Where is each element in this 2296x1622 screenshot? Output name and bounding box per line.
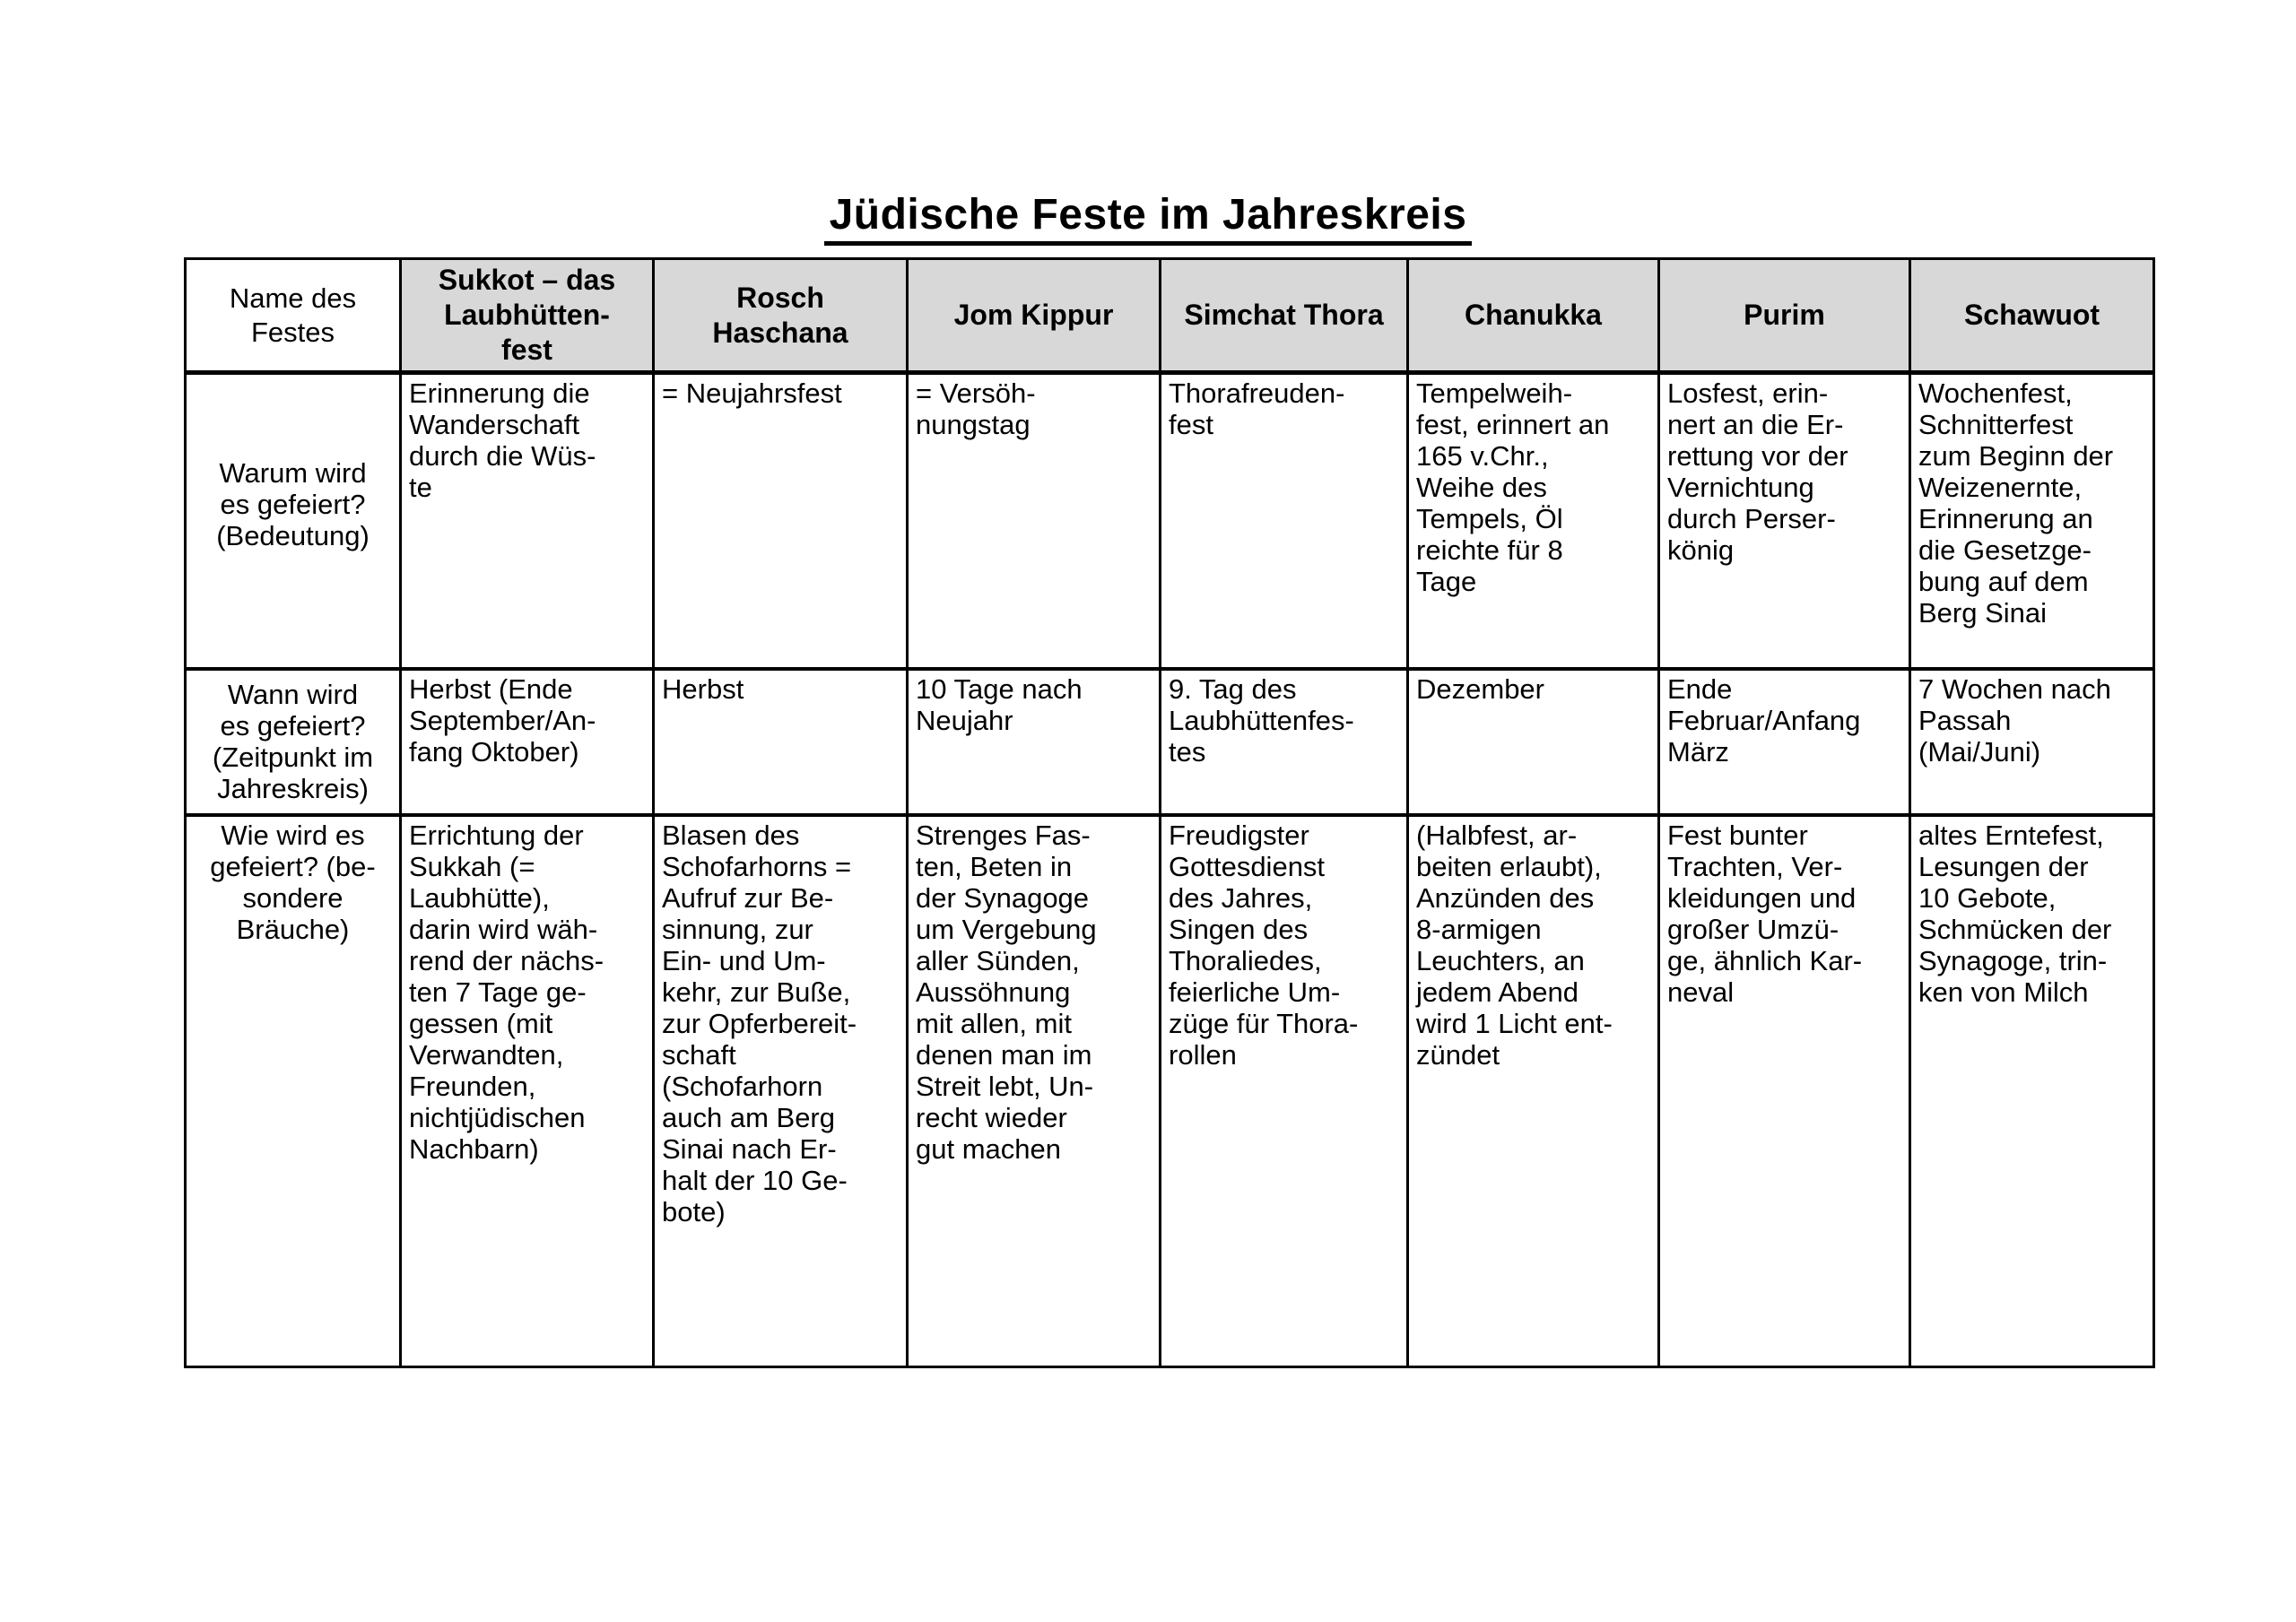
table-row-wie: Wie wird es gefeiert? (be- sondere Bräuc… (184, 812, 2155, 1368)
column-header-rosch-haschana: Rosch Haschana (652, 257, 909, 375)
row-label-warum: Warum wird es gefeiert? (Bedeutung) (184, 370, 402, 670)
cell-warum-purim: Losfest, erin- nert an die Er- rettung v… (1657, 370, 1911, 670)
cell-wie-sukkot: Errichtung der Sukkah (= Laubhütte), dar… (399, 812, 655, 1368)
table-row-warum: Warum wird es gefeiert? (Bedeutung) Erin… (184, 370, 2155, 670)
festivals-table: Name des Festes Sukkot – das Laubhütten-… (184, 257, 2155, 1368)
page-title: Jüdische Feste im Jahreskreis (0, 0, 2296, 246)
cell-wie-jom-kippur: Strenges Fas- ten, Beten in der Synagoge… (906, 812, 1161, 1368)
cell-wie-chanukka: (Halbfest, ar- beiten erlaubt), Anzünden… (1406, 812, 1660, 1368)
column-header-sukkot: Sukkot – das Laubhütten- fest (399, 257, 655, 375)
row-label-wie: Wie wird es gefeiert? (be- sondere Bräuc… (184, 812, 402, 1368)
cell-warum-rosch-haschana: = Neujahrsfest (652, 370, 909, 670)
cell-wann-jom-kippur: 10 Tage nach Neujahr (906, 666, 1161, 816)
table-header-row: Name des Festes Sukkot – das Laubhütten-… (184, 257, 2155, 375)
cell-wann-simchat-thora: 9. Tag des Laubhüttenfes- tes (1159, 666, 1409, 816)
column-header-schawuot: Schawuot (1909, 257, 2155, 375)
column-header-chanukka: Chanukka (1406, 257, 1660, 375)
cell-warum-simchat-thora: Thorafreuden- fest (1159, 370, 1409, 670)
table-row-wann: Wann wird es gefeiert? (Zeitpunkt im Jah… (184, 666, 2155, 816)
cell-wann-sukkot: Herbst (Ende September/An- fang Oktober) (399, 666, 655, 816)
column-header-jom-kippur: Jom Kippur (906, 257, 1161, 375)
row-label-wann: Wann wird es gefeiert? (Zeitpunkt im Jah… (184, 666, 402, 816)
cell-warum-jom-kippur: = Versöh- nungstag (906, 370, 1161, 670)
column-header-purim: Purim (1657, 257, 1911, 375)
cell-wie-purim: Fest bunter Trachten, Ver- kleidungen un… (1657, 812, 1911, 1368)
cell-wann-rosch-haschana: Herbst (652, 666, 909, 816)
cell-wie-schawuot: altes Erntefest, Lesungen der 10 Gebote,… (1909, 812, 2155, 1368)
cell-wann-schawuot: 7 Wochen nach Passah (Mai/Juni) (1909, 666, 2155, 816)
corner-header-name-des-festes: Name des Festes (184, 257, 402, 375)
cell-wann-purim: Ende Februar/Anfang März (1657, 666, 1911, 816)
cell-warum-chanukka: Tempelweih- fest, erinnert an 165 v.Chr.… (1406, 370, 1660, 670)
page-title-text: Jüdische Feste im Jahreskreis (823, 192, 1473, 246)
cell-warum-schawuot: Wochenfest, Schnitterfest zum Beginn der… (1909, 370, 2155, 670)
cell-wie-simchat-thora: Freudigster Gottesdienst des Jahres, Sin… (1159, 812, 1409, 1368)
column-header-simchat-thora: Simchat Thora (1159, 257, 1409, 375)
cell-warum-sukkot: Erinnerung die Wanderschaft durch die Wü… (399, 370, 655, 670)
cell-wann-chanukka: Dezember (1406, 666, 1660, 816)
cell-wie-rosch-haschana: Blasen des Schofarhorns = Aufruf zur Be-… (652, 812, 909, 1368)
